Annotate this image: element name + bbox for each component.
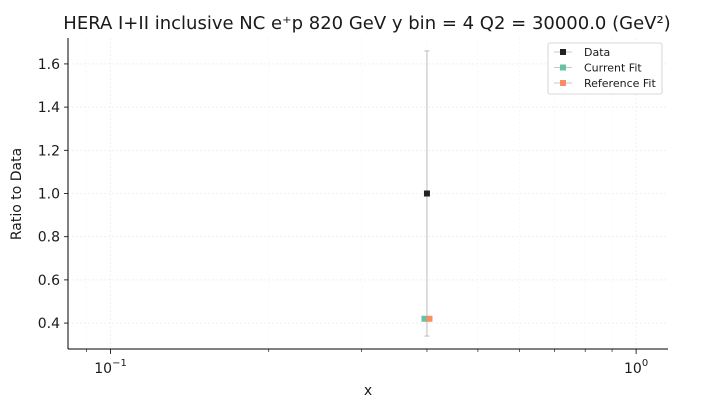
y-axis-label: Ratio to Data: [9, 148, 25, 240]
legend-box: [547, 42, 663, 95]
data-layer: [421, 50, 433, 337]
y-tick-label: 1.2: [38, 143, 60, 159]
legend-marker: [560, 49, 566, 55]
point-data: [423, 190, 430, 197]
y-tick-label: 0.6: [38, 273, 60, 289]
legend-label: Data: [584, 46, 610, 59]
chart-title: HERA I+II inclusive NC e⁺p 820 GeV y bin…: [63, 13, 670, 34]
point-reference-fit: [426, 315, 433, 322]
tick-marks: 0.40.60.81.01.21.41.610−1 100: [38, 57, 648, 377]
point-current-fit: [421, 315, 428, 322]
legend-label: Current Fit: [584, 62, 642, 75]
x-tick-label-exp: −1: [112, 358, 127, 369]
y-tick-label: 1.6: [38, 57, 60, 73]
x-tick-label-base: 10: [624, 361, 642, 377]
legend-label: Reference Fit: [584, 77, 656, 90]
x-tick-label-base: 10: [94, 361, 112, 377]
legend-marker: [560, 64, 566, 71]
legend-marker: [560, 80, 566, 86]
x-axis-label: x: [364, 383, 372, 399]
y-tick-label: 1.4: [38, 100, 60, 116]
legend: Data Current Fit Reference Fit: [547, 42, 663, 95]
x-tick-label: 100: [624, 358, 648, 377]
y-tick-label: 0.4: [38, 316, 60, 332]
x-tick-label-exp: 0: [642, 358, 648, 369]
y-tick-label: 0.8: [38, 230, 60, 246]
y-tick-label: 1.0: [38, 187, 60, 203]
grid: [68, 38, 668, 349]
x-tick-label: 10−1: [94, 358, 127, 377]
